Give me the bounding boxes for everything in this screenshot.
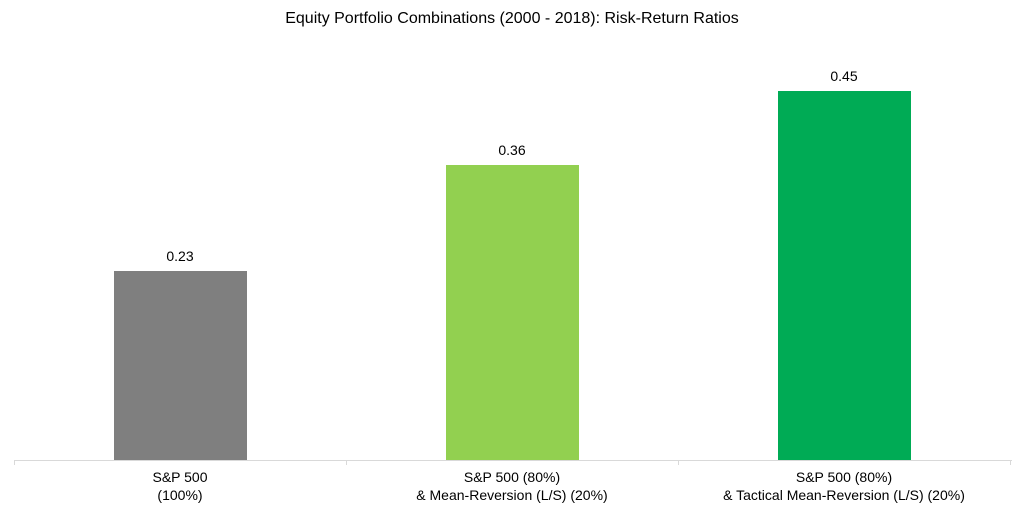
bar: [778, 91, 911, 460]
x-axis-tick: [346, 460, 347, 465]
bar: [446, 165, 579, 460]
x-axis-line: [14, 460, 1012, 461]
category-label-line1: S&P 500: [152, 469, 208, 485]
category-label: S&P 500 (80%) & Mean-Reversion (L/S) (20%…: [346, 468, 678, 504]
category-label-line1: S&P 500 (80%): [463, 469, 561, 485]
bar-value-label: 0.36: [498, 142, 526, 158]
x-axis-tick: [14, 460, 15, 465]
category-label-line2: & Mean-Reversion (L/S) (20%): [416, 487, 608, 503]
category-label: S&P 500 (80%) & Tactical Mean-Reversion (…: [678, 468, 1010, 504]
category-label: S&P 500 (100%): [14, 468, 346, 504]
category-label-line2: & Tactical Mean-Reversion (L/S) (20%): [723, 487, 965, 503]
bar: [114, 271, 247, 460]
category-label-line2: (100%): [157, 487, 203, 503]
chart-title: Equity Portfolio Combinations (2000 - 20…: [285, 10, 739, 27]
category-label-line1: S&P 500 (80%): [795, 469, 893, 485]
x-axis-tick: [1010, 460, 1011, 465]
x-axis-tick: [678, 460, 679, 465]
bar-value-label: 0.45: [830, 68, 858, 84]
plot-area: 0.23 S&P 500 (100%) 0.36 S&P 500 (80%) & Mean…: [14, 0, 1012, 503]
bar-value-label: 0.23: [166, 248, 194, 264]
